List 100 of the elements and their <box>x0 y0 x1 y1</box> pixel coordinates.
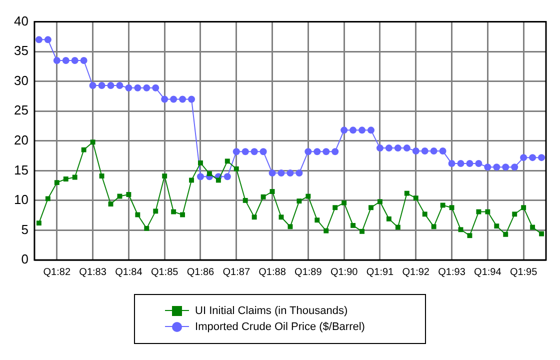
point <box>466 160 474 168</box>
point <box>242 148 249 156</box>
x-tick-label: Q1:84 <box>115 266 143 278</box>
point <box>117 194 122 199</box>
point <box>386 216 392 222</box>
y-tick-label: 40 <box>14 13 28 28</box>
point <box>161 96 168 103</box>
point <box>189 178 194 183</box>
point <box>395 224 400 230</box>
point <box>134 84 142 92</box>
point <box>440 202 446 208</box>
x-tick-label: Q1:89 <box>294 266 322 278</box>
point <box>250 148 258 156</box>
point <box>107 82 114 90</box>
point <box>153 208 158 214</box>
point <box>242 198 248 203</box>
point <box>332 205 338 210</box>
point <box>529 154 536 162</box>
point <box>44 36 52 44</box>
point <box>368 126 374 134</box>
point <box>350 222 356 228</box>
y-tick-label: 25 <box>14 102 28 118</box>
point <box>314 148 321 156</box>
point <box>324 228 329 234</box>
y-tick-label: 20 <box>14 132 28 148</box>
point <box>306 194 311 199</box>
point <box>538 154 546 162</box>
point <box>288 224 293 230</box>
y-tick-label: 5 <box>21 222 28 237</box>
point <box>368 205 374 210</box>
point <box>475 160 482 168</box>
point <box>196 173 204 180</box>
legend-label: Imported Crude Oil Price ($/Barrel) <box>195 321 365 333</box>
point <box>270 189 275 194</box>
point <box>116 82 124 90</box>
point <box>71 57 78 64</box>
point <box>62 57 70 64</box>
x-tick-label: Q1:82 <box>43 266 71 278</box>
point <box>530 224 536 230</box>
point <box>457 160 464 168</box>
point <box>430 148 438 155</box>
point <box>378 199 382 204</box>
x-tick-label: Q1:91 <box>366 266 394 278</box>
x-tick-label: Q1:85 <box>150 266 179 278</box>
point <box>63 176 68 182</box>
x-tick-label: Q1:90 <box>330 266 358 278</box>
legend-label: UI Initial Claims (in Thousands) <box>195 305 348 317</box>
point <box>260 194 266 200</box>
x-tick-label: Q1:83 <box>79 266 107 278</box>
point <box>332 148 339 156</box>
point <box>413 196 418 201</box>
point <box>80 57 88 64</box>
point <box>476 209 482 214</box>
point <box>340 126 348 134</box>
x-tick-label: Q1:87 <box>222 266 250 278</box>
point <box>403 144 410 152</box>
point <box>512 212 518 217</box>
point <box>135 212 140 218</box>
x-tick-label: Q1:88 <box>258 266 286 278</box>
point <box>89 82 96 90</box>
point <box>296 198 302 204</box>
point <box>493 164 500 171</box>
point <box>520 154 528 162</box>
point <box>350 126 357 134</box>
point <box>90 140 96 145</box>
point <box>53 57 60 64</box>
point <box>360 228 364 234</box>
point <box>358 126 366 134</box>
point <box>143 84 150 92</box>
point <box>81 147 86 152</box>
point <box>296 170 303 177</box>
point <box>539 231 544 236</box>
point <box>278 170 285 177</box>
point <box>449 205 454 210</box>
point <box>234 166 239 172</box>
x-tick-label: Q1:86 <box>186 266 215 278</box>
x-tick-label: Q1:94 <box>474 266 502 278</box>
point <box>179 96 186 103</box>
point <box>216 178 221 183</box>
point <box>322 148 330 156</box>
point <box>125 84 132 92</box>
point <box>170 96 178 103</box>
point <box>502 164 510 171</box>
point <box>224 158 230 164</box>
point <box>511 164 518 171</box>
point <box>467 233 472 238</box>
point <box>36 220 42 226</box>
point <box>252 214 257 220</box>
x-tick-label: Q1:95 <box>510 266 538 278</box>
y-tick-label: 10 <box>14 192 28 208</box>
y-tick-label: 30 <box>14 72 28 88</box>
point <box>385 144 392 152</box>
point <box>404 190 410 196</box>
point <box>224 173 231 180</box>
point <box>314 218 320 223</box>
point <box>494 224 500 229</box>
x-tick-label: Q1:93 <box>438 266 466 278</box>
point <box>108 202 114 206</box>
point <box>198 160 203 166</box>
point <box>485 209 490 214</box>
